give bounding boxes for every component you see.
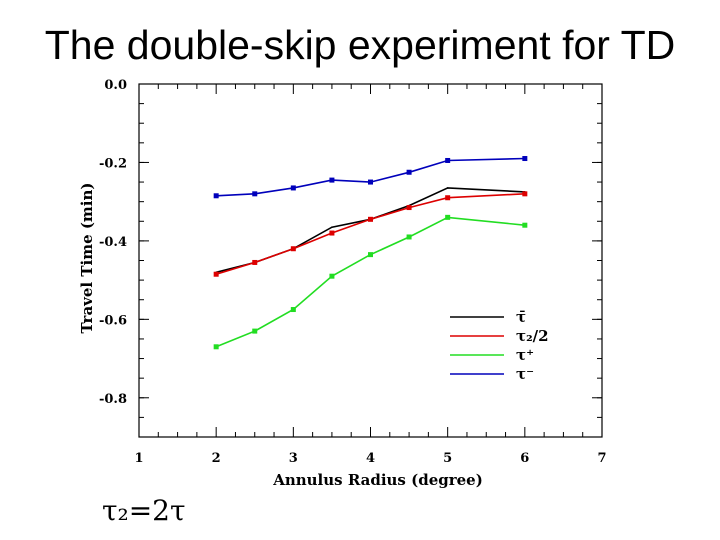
- data-point: [445, 214, 451, 220]
- legend-label: τ⁻: [516, 365, 534, 383]
- y-tick-label: -0.4: [99, 235, 127, 250]
- legend: τ̄τ₂/2τ⁺τ⁻: [450, 308, 549, 383]
- series-2: [213, 214, 528, 350]
- legend-label: τ⁺: [516, 346, 534, 364]
- series-line: [215, 216, 525, 348]
- series-line: [215, 193, 525, 275]
- series-3: [213, 156, 528, 199]
- plot-frame: [138, 83, 603, 438]
- data-point: [252, 259, 258, 265]
- legend-label: τ̄: [516, 308, 526, 326]
- x-tick-label: 4: [366, 451, 375, 466]
- data-point: [290, 246, 296, 252]
- x-tick-label: 7: [597, 451, 606, 466]
- data-point: [252, 191, 258, 197]
- data-point: [522, 222, 528, 228]
- data-point: [329, 177, 335, 183]
- data-point: [290, 307, 296, 313]
- data-point: [522, 156, 528, 162]
- slide-title: The double-skip experiment for TD: [44, 22, 676, 68]
- data-point: [522, 191, 528, 197]
- y-tick-labels: 0.0 -0.2 -0.4 -0.6 -0.8: [99, 78, 127, 407]
- x-tick-labels: 1 2 3 4 5 6 7: [134, 451, 606, 466]
- data-point: [406, 205, 412, 211]
- x-tick-label: 2: [212, 451, 221, 466]
- data-point: [252, 328, 258, 334]
- data-point: [445, 157, 451, 163]
- axis-ticks: [138, 83, 603, 438]
- data-point: [213, 271, 219, 277]
- data-point: [368, 252, 373, 258]
- data-point: [329, 230, 335, 236]
- x-axis-label: Annulus Radius (degree): [272, 471, 483, 489]
- y-axis-label: Travel Time (min): [78, 182, 96, 333]
- data-point: [331, 226, 333, 228]
- legend-label: τ₂/2: [516, 327, 549, 345]
- data-point: [329, 273, 335, 279]
- data-point: [406, 169, 412, 175]
- x-tick-label: 3: [289, 451, 298, 466]
- data-point: [368, 216, 373, 222]
- data-point: [290, 185, 296, 191]
- data-point: [446, 187, 449, 189]
- data-point: [213, 193, 219, 199]
- x-tick-label: 6: [520, 451, 529, 466]
- y-tick-label: -0.2: [99, 156, 127, 171]
- data-point: [445, 195, 451, 201]
- footnote: τ₂=2τ: [102, 494, 186, 527]
- y-tick-label: -0.6: [99, 313, 127, 328]
- series-line: [216, 157, 525, 197]
- data-point: [213, 344, 219, 350]
- y-tick-label: -0.8: [99, 392, 127, 407]
- data-point: [406, 234, 412, 240]
- series-1: [213, 191, 528, 277]
- y-tick-label: 0.0: [104, 78, 127, 93]
- series-layer: [213, 156, 528, 350]
- x-tick-label: 5: [443, 451, 452, 466]
- x-tick-label: 1: [134, 451, 143, 466]
- data-point: [368, 179, 373, 185]
